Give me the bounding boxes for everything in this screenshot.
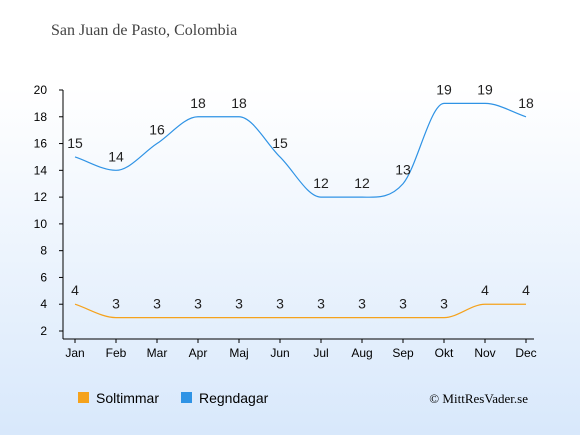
legend-label: Regndagar	[199, 390, 269, 406]
series-line-soltimmar	[74, 303, 526, 319]
data-label: 19	[436, 81, 452, 97]
data-label: 4	[71, 282, 79, 298]
y-tick-label: 20	[34, 83, 48, 97]
data-label: 15	[272, 135, 288, 151]
y-tick-label: 4	[40, 297, 47, 311]
data-label: 3	[358, 296, 366, 312]
y-tick-label: 18	[34, 110, 48, 124]
x-axis-tick-labels: Jan Feb Mar Apr Maj Jun Jul Aug Sep Okt Nov Dec	[65, 339, 537, 360]
x-tick-label: Aug	[351, 346, 372, 360]
data-label: 13	[395, 162, 411, 178]
y-tick-label: 10	[34, 217, 48, 231]
data-label: 14	[108, 148, 124, 164]
legend-swatch	[181, 392, 192, 403]
data-label: 16	[149, 122, 165, 138]
x-tick-label: Dec	[515, 346, 536, 360]
data-label: 3	[194, 296, 202, 312]
data-label: 4	[522, 282, 530, 298]
data-label: 18	[190, 95, 206, 111]
data-label: 3	[399, 296, 407, 312]
y-tick-label: 16	[34, 137, 48, 151]
legend-swatch	[78, 392, 89, 403]
series-line-regndagar	[74, 102, 527, 198]
y-tick-label: 6	[40, 270, 47, 284]
y-tick-label: 12	[34, 190, 48, 204]
data-label: 3	[153, 296, 161, 312]
legend: Soltimmar Regndagar	[78, 390, 269, 406]
data-label: 4	[481, 282, 489, 298]
data-label: 15	[67, 135, 83, 151]
series-lines	[74, 102, 527, 319]
data-label: 3	[112, 296, 120, 312]
x-tick-label: Jan	[65, 346, 84, 360]
chart-title: San Juan de Pasto, Colombia	[51, 22, 238, 39]
x-tick-label: Jul	[313, 346, 328, 360]
data-label: 18	[518, 95, 534, 111]
axes	[62, 90, 534, 340]
data-label: 12	[313, 175, 329, 191]
x-tick-label: Maj	[229, 346, 248, 360]
x-tick-label: Sep	[392, 346, 414, 360]
credit-text: © MittResVader.se	[429, 391, 528, 406]
data-label: 3	[317, 296, 325, 312]
data-label: 3	[235, 296, 243, 312]
x-tick-label: Apr	[189, 346, 208, 360]
x-tick-label: Nov	[474, 346, 495, 360]
data-label: 3	[440, 296, 448, 312]
x-tick-label: Okt	[435, 346, 454, 360]
x-tick-label: Feb	[106, 346, 127, 360]
x-tick-label: Jun	[270, 346, 289, 360]
data-label: 12	[354, 175, 370, 191]
y-tick-label: 14	[34, 163, 48, 177]
data-label: 3	[276, 296, 284, 312]
data-label: 19	[477, 81, 493, 97]
x-tick-label: Mar	[147, 346, 168, 360]
y-tick-label: 8	[40, 244, 47, 258]
y-tick-label: 2	[40, 324, 47, 338]
data-labels: 4 3 3 3 3 3 3 3 3 3 4 4 15 14 16 18 18 15 12 12 13 19 19 18	[67, 81, 534, 311]
data-label: 18	[231, 95, 247, 111]
legend-label: Soltimmar	[96, 390, 159, 406]
y-axis-tick-labels: 2 4 6 8 10 12 14 16 18 20	[34, 83, 63, 338]
